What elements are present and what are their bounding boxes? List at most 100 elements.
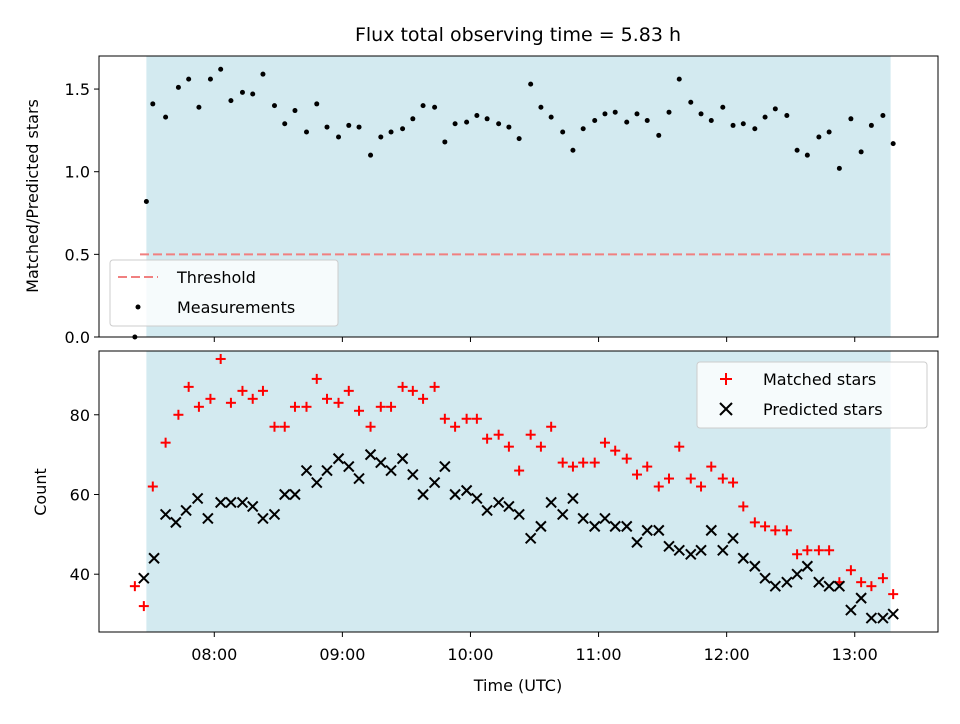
matched-star-point (343, 385, 354, 396)
measurement-point (378, 134, 384, 140)
measurement-point (282, 121, 288, 127)
measurement-point (644, 117, 650, 123)
matched-star-point (386, 401, 397, 412)
measurement-point (858, 149, 864, 155)
x-axis-label: Time (UTC) (473, 676, 562, 695)
measurement-point (314, 101, 320, 107)
predicted-star-point (439, 460, 451, 473)
measurement-point (442, 139, 448, 145)
matched-star-point (813, 545, 824, 556)
bottom-plot-frame (98, 350, 939, 633)
matched-star-point (503, 441, 514, 452)
measurement-point (592, 117, 598, 123)
predicted-star-point (492, 496, 505, 509)
matched-star-point (653, 481, 664, 492)
predicted-star-point (599, 512, 611, 525)
matched-star-point (205, 393, 216, 404)
predicted-star-point (621, 520, 633, 533)
predicted-star-point (685, 548, 697, 560)
matched-star-point (546, 421, 557, 432)
measurement-point (570, 147, 576, 153)
y-tick-label: 60 (70, 485, 90, 504)
matched-star-point (525, 429, 536, 440)
measurement-point (506, 124, 512, 130)
predicted-star-point (279, 488, 291, 501)
measurement-point (676, 76, 682, 82)
bottom-legend-box (696, 361, 928, 429)
measurement-point (666, 109, 672, 115)
x-tick-label: 10:00 (447, 645, 493, 664)
matched-star-point (621, 453, 632, 464)
measurement-point (880, 113, 886, 119)
predicted-star-point (631, 536, 643, 549)
predicted-star-point (247, 500, 259, 513)
matched-star-point (866, 581, 877, 592)
predicted-star-point (727, 532, 739, 545)
measurement-point (356, 124, 362, 130)
measurement-point (464, 119, 470, 125)
predicted-star-point (159, 508, 172, 521)
measurement-point (336, 134, 342, 140)
matched-star-point (749, 517, 760, 528)
measurement-point (271, 103, 277, 109)
predicted-star-point (589, 520, 601, 533)
matched-star-point (215, 353, 226, 364)
matched-star-point (567, 461, 578, 472)
matched-star-point (514, 465, 525, 476)
measurement-point (528, 81, 534, 87)
predicted-stars-points (138, 448, 899, 624)
predicted-star-point (364, 448, 377, 461)
bottom-x-axis-ticks: 08:00 09:00 10:00 11:00 12:00 13:00 (191, 632, 878, 664)
top-panel: 0.0 0.5 1.0 1.5 Matched/Predicted stars Thr… (23, 55, 939, 347)
matched-star-point (482, 433, 493, 444)
measurement-point (368, 152, 374, 158)
measurement-point (560, 129, 566, 135)
predicted-star-point (567, 492, 579, 505)
predicted-star-point (556, 508, 569, 521)
predicted-star-point (236, 496, 249, 509)
predicted-star-point (481, 504, 493, 517)
measurement-point (740, 121, 746, 127)
predicted-star-point (503, 500, 515, 513)
x-tick-label: 13:00 (832, 645, 878, 664)
measurement-point (410, 116, 416, 122)
predicted-star-point (673, 544, 685, 556)
predicted-star-point (759, 572, 771, 584)
x-tick-label: 12:00 (704, 645, 750, 664)
y-tick-label: 0.0 (65, 328, 90, 347)
predicted-star-point (513, 508, 525, 521)
measurements-legend-swatch (135, 304, 141, 310)
measurement-point (474, 113, 480, 119)
predicted-stars-legend-swatch (719, 402, 733, 416)
measurement-point (612, 109, 618, 115)
matched-star-point (365, 421, 376, 432)
predicted-star-point (170, 516, 182, 529)
predicted-star-point (653, 524, 665, 537)
bottom-y-axis-ticks: 40 60 80 (70, 406, 99, 584)
matched-star-point (888, 589, 899, 600)
matched-star-point (728, 477, 739, 488)
predicted-star-point (663, 540, 675, 553)
matched-star-point (418, 393, 429, 404)
bottom-legend: Matched stars Predicted stars (696, 361, 928, 429)
predicted-star-point (214, 496, 227, 509)
matched-star-point (664, 473, 675, 484)
measurement-point (624, 119, 630, 125)
predicted-star-point (180, 504, 192, 517)
matched-star-point (407, 385, 418, 396)
matched-star-point (792, 549, 803, 560)
predicted-star-point (717, 544, 729, 556)
measurement-point (688, 99, 694, 105)
measurement-point (484, 116, 490, 122)
measurement-point (432, 104, 438, 110)
predicted-star-point (535, 520, 547, 533)
predicted-star-point (749, 560, 761, 572)
threshold-legend-label: Threshold (176, 268, 256, 287)
matched-star-point (685, 473, 696, 484)
measurement-point (163, 114, 169, 120)
matched-star-point (450, 421, 461, 432)
predicted-star-point (332, 452, 345, 465)
top-plot-frame (98, 55, 939, 338)
measurement-point (804, 152, 810, 158)
matched-star-point (760, 521, 771, 532)
